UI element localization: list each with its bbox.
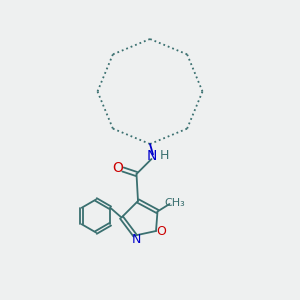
Text: O: O — [112, 161, 123, 175]
Text: CH₃: CH₃ — [164, 197, 185, 208]
Text: N: N — [146, 149, 157, 163]
Text: O: O — [157, 225, 166, 239]
Text: H: H — [160, 149, 169, 162]
Text: N: N — [131, 232, 141, 246]
